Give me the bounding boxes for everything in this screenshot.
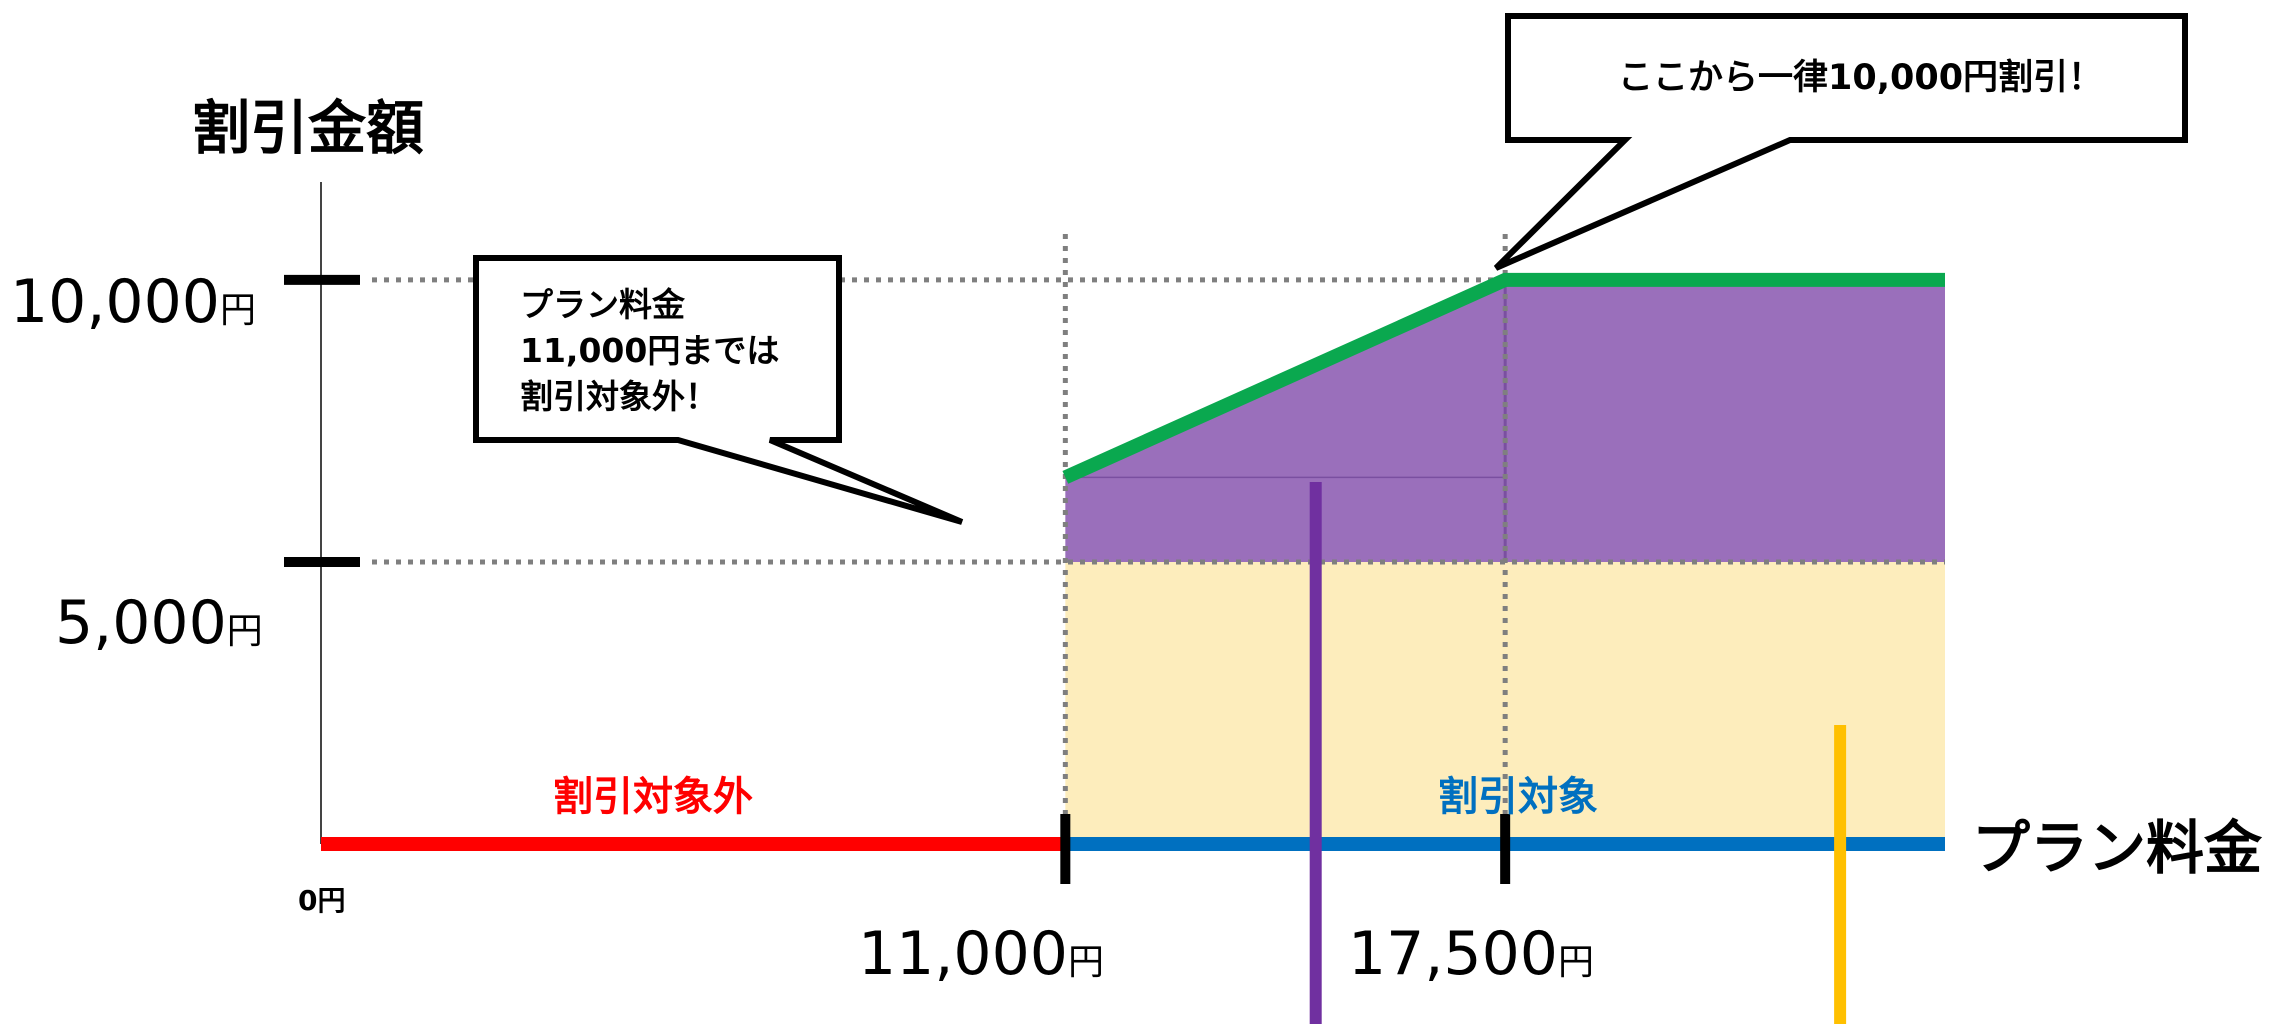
callout-left-line-2: 11,000円までは (520, 331, 780, 370)
region-label-eligible: 割引対象 (1438, 774, 1598, 820)
callout-left-line-1: プラン料金 (520, 285, 685, 324)
plot-area (284, 182, 1945, 1024)
x-tick-label-17500: 17,500円 (1348, 919, 1594, 989)
origin-label: 0円 (298, 884, 345, 917)
region-label-excluded: 割引対象外 (553, 774, 753, 820)
callout-right-line-1: ここから一律10,000円割引！ (1618, 58, 2104, 98)
discount-line (1062, 272, 1945, 484)
callout-left-bubble (473, 255, 964, 525)
x-tick-label-11000: 11,000円 (858, 919, 1104, 989)
x-axis-title: プラン料金 (1972, 814, 2263, 882)
callout-left-text: プラン料金 11,000円までは 割引対象外！ (520, 282, 779, 420)
callout-right-text: ここから一律10,000円割引！ (1618, 53, 2103, 103)
y-axis-title: 割引金額 (192, 94, 424, 162)
y-tick-label-5000: 5,000円 (55, 588, 263, 658)
callout-left-line-3: 割引対象外！ (520, 377, 718, 416)
callout-right-bubble (1493, 13, 2188, 271)
y-tick-label-10000: 10,000円 (10, 267, 256, 337)
